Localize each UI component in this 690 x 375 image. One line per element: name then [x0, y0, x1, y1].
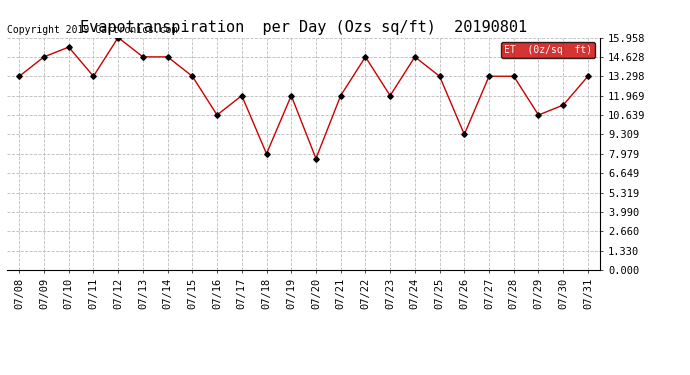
Legend: ET  (0z/sq  ft): ET (0z/sq ft): [502, 42, 595, 58]
Text: Copyright 2019 Cartronics.com: Copyright 2019 Cartronics.com: [7, 25, 177, 35]
Title: Evapotranspiration  per Day (Ozs sq/ft)  20190801: Evapotranspiration per Day (Ozs sq/ft) 2…: [80, 20, 527, 35]
